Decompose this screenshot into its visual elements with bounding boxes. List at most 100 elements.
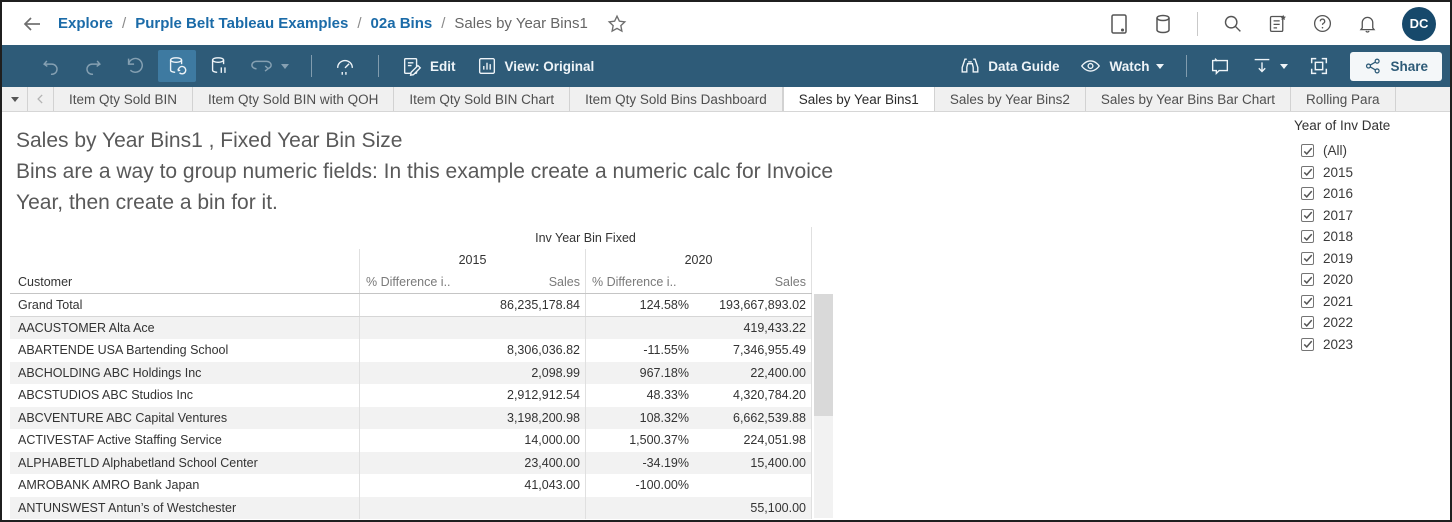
- sales-2020-cell[interactable]: 419,433.22: [699, 316, 812, 339]
- data-sources-button[interactable]: [1153, 13, 1173, 35]
- tab-scroll-left-button[interactable]: [28, 87, 54, 111]
- table-row[interactable]: ALPHABETLD Alphabetland School Center 23,…: [10, 451, 812, 475]
- column-dimension-header[interactable]: Inv Year Bin Fixed: [360, 227, 812, 249]
- tab-sales-by-year-bins2[interactable]: Sales by Year Bins2: [935, 87, 1086, 111]
- filter-item-2015[interactable]: 2015: [1294, 162, 1444, 184]
- tab-item-qty-sold-bin-chart[interactable]: Item Qty Sold BIN Chart: [394, 87, 571, 111]
- revert-button[interactable]: [116, 50, 154, 82]
- sales-2020-cell[interactable]: 4,320,784.20: [699, 384, 812, 407]
- diff-2015-cell[interactable]: [360, 474, 473, 497]
- sales-2015-cell[interactable]: 8,306,036.82: [473, 339, 586, 362]
- diff-2015-cell[interactable]: [360, 317, 473, 340]
- diff-2020-cell[interactable]: [586, 317, 699, 340]
- diff-2020-cell[interactable]: -34.19%: [642, 455, 689, 470]
- checkbox-icon[interactable]: [1301, 187, 1314, 201]
- table-row[interactable]: ACTIVESTAF Active Staffing Service 14,000…: [10, 429, 812, 452]
- search-button[interactable]: [1222, 13, 1243, 34]
- sales-2020-cell[interactable]: 224,051.98: [699, 429, 812, 452]
- diff-2015-cell[interactable]: [360, 362, 473, 385]
- tab-item-qty-sold-bin-with-qoh[interactable]: Item Qty Sold BIN with QOH: [193, 87, 395, 111]
- back-button[interactable]: [20, 12, 44, 36]
- sales-2020-cell[interactable]: 193,667,893.02: [699, 294, 812, 316]
- filter-item-2018[interactable]: 2018: [1294, 226, 1444, 248]
- breadcrumb-link-workbook[interactable]: 02a Bins: [370, 15, 433, 32]
- table-row[interactable]: ANTUNSWEST Antun’s of Westchester 55,100.…: [10, 496, 812, 520]
- measure-header-sales-2015[interactable]: Sales: [473, 272, 586, 293]
- customer-cell[interactable]: ABCSTUDIOS ABC Studios Inc: [10, 384, 360, 407]
- measure-header-sales-2020[interactable]: Sales: [699, 272, 812, 293]
- filter-item-2021[interactable]: 2021: [1294, 291, 1444, 313]
- filter-item-2017[interactable]: 2017: [1294, 205, 1444, 227]
- breadcrumb-link-project[interactable]: Purple Belt Tableau Examples: [135, 15, 349, 32]
- diff-2015-cell[interactable]: [360, 452, 473, 475]
- tab-rolling-para[interactable]: Rolling Para: [1291, 87, 1396, 111]
- row-dimension-header[interactable]: Customer: [10, 272, 360, 293]
- checkbox-icon[interactable]: [1301, 273, 1314, 287]
- breadcrumb-link-explore[interactable]: Explore: [58, 15, 114, 32]
- diff-2020-cell[interactable]: -11.55%: [643, 343, 689, 357]
- checkbox-icon[interactable]: [1301, 337, 1314, 351]
- fullscreen-button[interactable]: [1300, 50, 1338, 82]
- checkbox-icon[interactable]: [1301, 230, 1314, 244]
- filter-item--all-[interactable]: (All): [1294, 140, 1444, 162]
- tab-list-dropdown-button[interactable]: [2, 87, 28, 111]
- customer-cell[interactable]: AMROBANK AMRO Bank Japan: [10, 474, 360, 497]
- diff-2020-cell[interactable]: 124.58%: [639, 298, 689, 312]
- table-scrollbar-thumb[interactable]: [814, 294, 833, 416]
- whats-new-button[interactable]: [1267, 13, 1288, 34]
- diff-2015-cell[interactable]: [360, 339, 473, 362]
- table-row[interactable]: ABCHOLDING ABC Holdings Inc 2,098.99 967.1…: [10, 361, 812, 385]
- sales-2020-cell[interactable]: [699, 474, 812, 497]
- customer-cell[interactable]: AACUSTOMER Alta Ace: [10, 316, 360, 339]
- help-button[interactable]: [1312, 13, 1333, 34]
- customer-cell[interactable]: Grand Total: [10, 294, 360, 316]
- checkbox-icon[interactable]: [1301, 165, 1314, 179]
- sales-2020-cell[interactable]: 15,400.00: [699, 451, 812, 474]
- view-original-button[interactable]: View: Original: [468, 50, 603, 82]
- edit-button[interactable]: Edit: [393, 50, 464, 82]
- auto-update-button[interactable]: [242, 50, 297, 82]
- pause-updates-button[interactable]: [200, 50, 238, 82]
- redo-button[interactable]: [74, 50, 112, 82]
- sales-2015-cell[interactable]: 41,043.00: [473, 474, 586, 497]
- table-row[interactable]: Grand Total 86,235,178.84 124.58% 193,667,8…: [10, 294, 812, 317]
- table-row[interactable]: ABCSTUDIOS ABC Studios Inc 2,912,912.54 48…: [10, 384, 812, 407]
- customer-cell[interactable]: ANTUNSWEST Antun’s of Westchester: [10, 496, 360, 519]
- diff-2015-cell[interactable]: [360, 497, 473, 520]
- checkbox-icon[interactable]: [1301, 251, 1314, 265]
- table-row[interactable]: ABCVENTURE ABC Capital Ventures 3,198,200…: [10, 406, 812, 430]
- user-avatar[interactable]: DC: [1402, 6, 1436, 41]
- sales-2015-cell[interactable]: [473, 316, 586, 339]
- favorite-star-button[interactable]: [606, 13, 628, 35]
- customer-cell[interactable]: ACTIVESTAF Active Staffing Service: [10, 429, 360, 452]
- table-scrollbar-track[interactable]: [814, 294, 833, 518]
- filter-item-2020[interactable]: 2020: [1294, 269, 1444, 291]
- year-group-header-2020[interactable]: 2020: [586, 249, 812, 272]
- watch-button[interactable]: Watch: [1071, 50, 1172, 82]
- filter-item-2023[interactable]: 2023: [1294, 334, 1444, 356]
- tab-sales-by-year-bins1[interactable]: Sales by Year Bins1: [782, 87, 935, 111]
- sales-2015-cell[interactable]: 2,098.99: [473, 361, 586, 384]
- table-row[interactable]: ABARTENDE USA Bartending School 8,306,036…: [10, 339, 812, 362]
- diff-2020-cell[interactable]: 48.33%: [646, 388, 689, 402]
- checkbox-icon[interactable]: [1301, 316, 1314, 330]
- customer-cell[interactable]: ABCVENTURE ABC Capital Ventures: [10, 406, 360, 429]
- data-guide-button[interactable]: Data Guide: [951, 50, 1067, 82]
- sales-2015-cell[interactable]: 86,235,178.84: [473, 294, 586, 316]
- sales-2020-cell[interactable]: 55,100.00: [699, 496, 812, 519]
- diff-2020-cell[interactable]: [586, 497, 699, 520]
- diff-2015-cell[interactable]: [360, 407, 473, 430]
- sales-2015-cell[interactable]: [473, 496, 586, 519]
- customer-cell[interactable]: ABCHOLDING ABC Holdings Inc: [10, 361, 360, 384]
- sales-2020-cell[interactable]: 22,400.00: [699, 361, 812, 384]
- sales-2020-cell[interactable]: 6,662,539.88: [699, 406, 812, 429]
- diff-2020-cell[interactable]: 967.18%: [639, 365, 689, 380]
- device-preview-button[interactable]: [1109, 13, 1129, 35]
- sales-2015-cell[interactable]: 23,400.00: [473, 451, 586, 474]
- filter-item-2022[interactable]: 2022: [1294, 312, 1444, 334]
- download-button[interactable]: [1243, 50, 1296, 82]
- share-button[interactable]: Share: [1350, 51, 1442, 81]
- sales-2015-cell[interactable]: 3,198,200.98: [473, 406, 586, 429]
- diff-2020-cell[interactable]: 108.32%: [639, 410, 689, 425]
- checkbox-icon[interactable]: [1301, 144, 1314, 158]
